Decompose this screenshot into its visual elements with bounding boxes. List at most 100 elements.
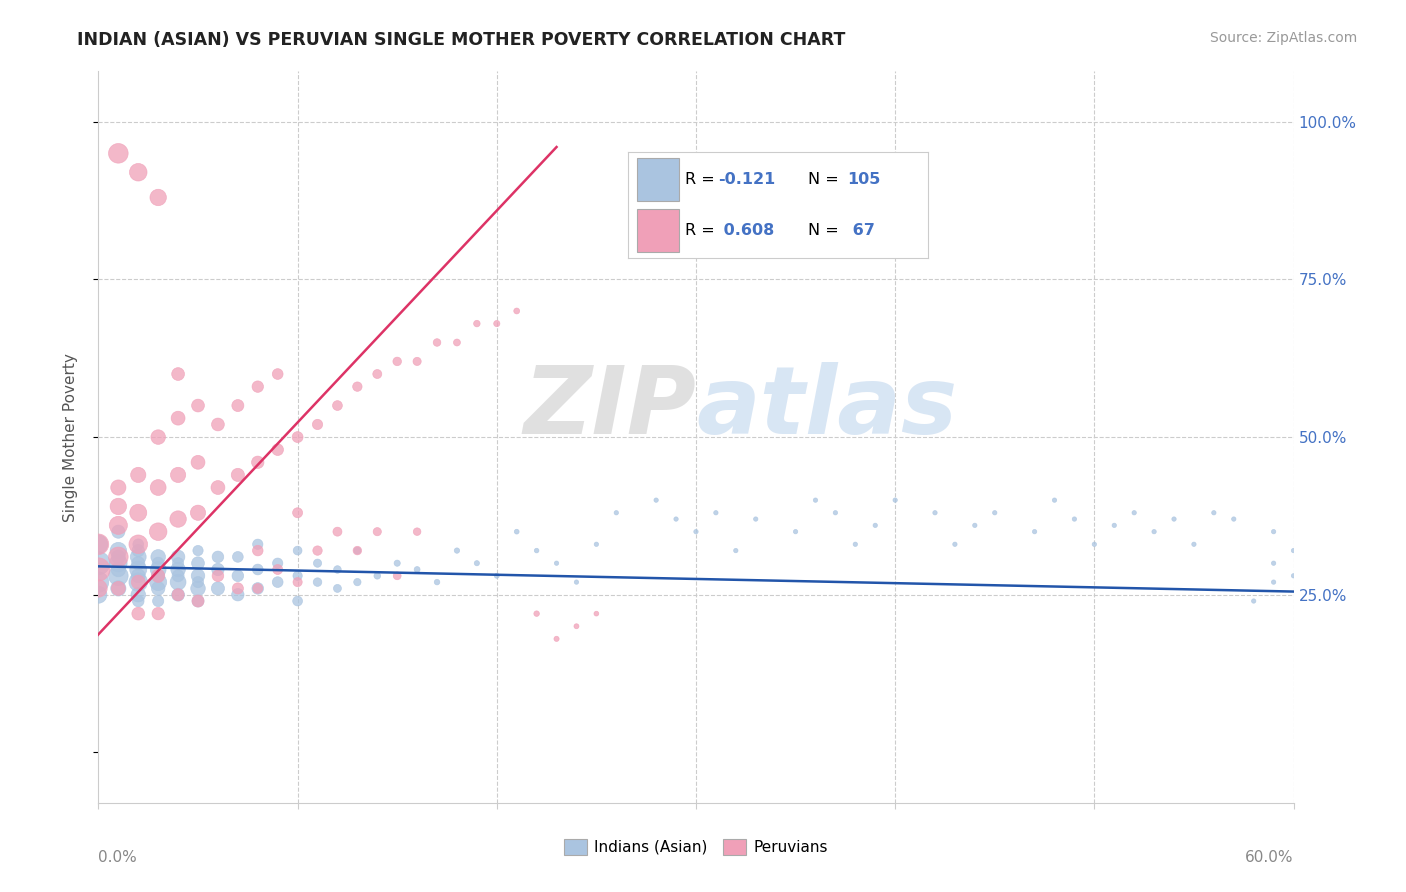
Point [406,524,429,539]
Point [107,549,129,564]
Point [207,549,229,564]
Point [127,537,149,551]
Point [167,411,190,425]
Point [167,549,190,564]
Point [485,569,508,583]
Point [446,543,468,558]
Point [924,506,946,520]
Point [1063,512,1085,526]
Point [465,317,488,331]
Point [804,493,827,508]
Point [1202,506,1225,520]
Point [127,607,149,621]
Point [326,524,349,539]
Point [287,569,309,583]
Point [785,524,807,539]
Point [207,582,229,596]
Point [246,537,269,551]
Point [385,354,409,368]
Point [385,569,409,583]
Point [307,543,329,558]
Point [187,594,209,608]
Point [167,367,190,381]
Point [127,537,149,551]
Point [346,575,368,590]
Text: ZIP: ZIP [523,362,696,454]
Point [167,556,190,570]
Point [287,430,309,444]
Point [207,417,229,432]
Point [246,379,269,393]
Point [346,543,368,558]
Point [585,537,607,551]
Point [187,399,209,413]
Point [148,481,170,495]
Point [127,549,149,564]
Point [148,430,170,444]
Point [148,582,170,596]
FancyBboxPatch shape [637,158,679,201]
Point [406,354,429,368]
Point [187,455,209,469]
Point [107,549,129,564]
Text: 60.0%: 60.0% [1246,850,1294,865]
Point [107,556,129,570]
Text: atlas: atlas [696,362,957,454]
Point [1123,506,1146,520]
Point [127,569,149,583]
Point [87,562,110,576]
Point [148,190,170,204]
Point [526,607,548,621]
Point [1282,569,1305,583]
Point [148,575,170,590]
Text: 67: 67 [846,223,875,238]
Point [267,442,290,457]
Point [963,518,986,533]
Point [546,632,568,646]
Point [1024,524,1046,539]
Point [226,467,249,482]
Point [246,562,269,576]
Point [865,518,887,533]
Point [107,518,129,533]
Point [127,575,149,590]
Point [187,569,209,583]
Point [1182,537,1205,551]
Point [406,562,429,576]
Point [685,524,707,539]
Point [127,588,149,602]
Text: INDIAN (ASIAN) VS PERUVIAN SINGLE MOTHER POVERTY CORRELATION CHART: INDIAN (ASIAN) VS PERUVIAN SINGLE MOTHER… [77,31,845,49]
Point [107,582,129,596]
Point [984,506,1007,520]
Point [1243,594,1265,608]
Text: N =: N = [808,172,844,186]
Point [107,569,129,583]
Point [148,607,170,621]
Point [187,582,209,596]
Point [1223,512,1246,526]
Point [148,569,170,583]
Point [844,537,866,551]
Point [207,562,229,576]
Point [167,467,190,482]
Point [485,317,508,331]
Point [326,562,349,576]
Point [148,549,170,564]
Point [107,524,129,539]
Point [565,575,588,590]
Point [107,500,129,514]
Point [246,455,269,469]
Point [127,594,149,608]
Point [87,537,110,551]
Point [187,556,209,570]
Point [107,146,129,161]
Point [287,594,309,608]
Point [127,556,149,570]
Point [1163,512,1185,526]
Point [148,594,170,608]
FancyBboxPatch shape [637,209,679,252]
Point [246,582,269,596]
Point [326,582,349,596]
Point [148,556,170,570]
Text: 105: 105 [846,172,880,186]
